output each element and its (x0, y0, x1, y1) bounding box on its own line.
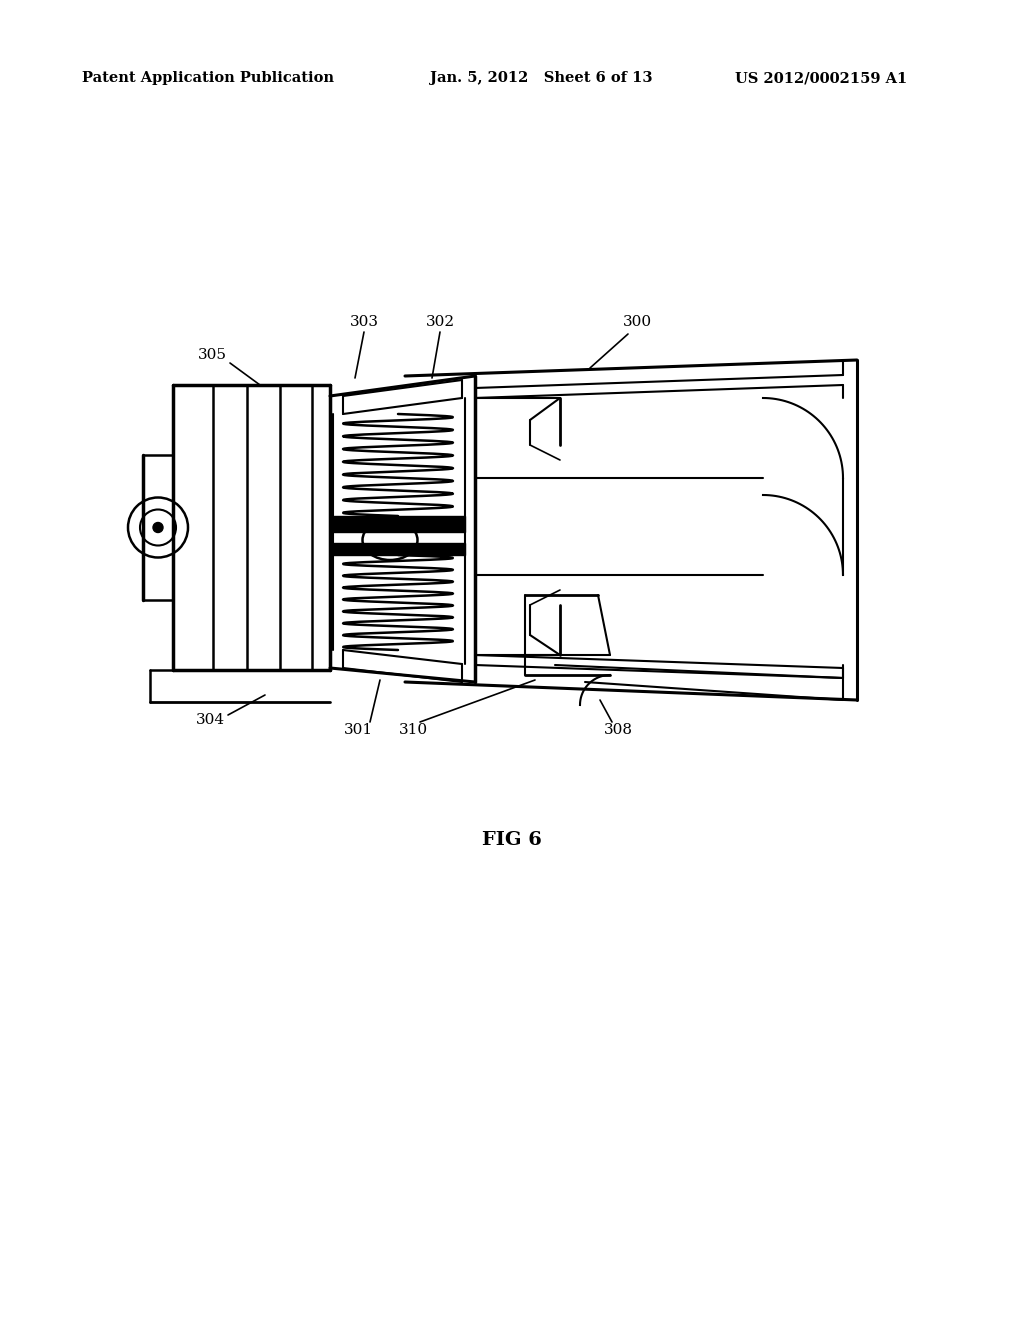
Bar (333, 516, 465, 532)
Text: 302: 302 (425, 315, 455, 329)
Text: FIG 6: FIG 6 (482, 832, 542, 849)
Text: 304: 304 (196, 713, 224, 727)
Circle shape (153, 523, 163, 532)
Text: 305: 305 (198, 348, 226, 362)
Bar (333, 543, 465, 554)
Text: 301: 301 (343, 723, 373, 737)
Text: US 2012/0002159 A1: US 2012/0002159 A1 (735, 71, 907, 84)
Text: Jan. 5, 2012   Sheet 6 of 13: Jan. 5, 2012 Sheet 6 of 13 (430, 71, 652, 84)
Text: Patent Application Publication: Patent Application Publication (82, 71, 334, 84)
Text: 300: 300 (623, 315, 651, 329)
Text: 303: 303 (349, 315, 379, 329)
Text: 308: 308 (603, 723, 633, 737)
Text: 310: 310 (398, 723, 428, 737)
